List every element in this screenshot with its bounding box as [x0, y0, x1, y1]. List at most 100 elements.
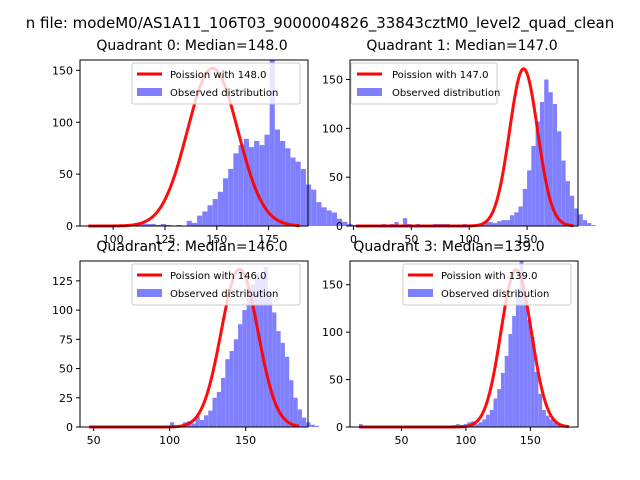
legend-observed-label: Observed distribution — [392, 88, 500, 99]
histogram-bar — [197, 215, 203, 227]
histogram-bar — [557, 425, 561, 427]
histogram-bar — [548, 92, 553, 226]
quadrant-1-panel: Quadrant 1: Median=147.0 0 50 100 150 0 50 100… — [322, 38, 596, 246]
histogram-bar — [186, 220, 192, 226]
histogram-bar — [221, 377, 226, 427]
quadrant-2-legend: Poission with 146.0 Observed distributio… — [131, 263, 301, 306]
histogram-bar — [155, 224, 161, 226]
legend-observed-swatch — [357, 88, 382, 96]
legend-frame — [131, 263, 301, 306]
histogram-bar — [243, 138, 249, 226]
histogram-bar — [311, 189, 317, 226]
y-tick-label: 50 — [329, 171, 343, 184]
histogram-bar — [522, 188, 528, 226]
histogram-bar — [216, 391, 222, 427]
histogram-bar — [544, 79, 549, 226]
x-tick-label: 150 — [206, 233, 227, 246]
x-tick-label: 150 — [520, 434, 541, 447]
histogram-bar — [223, 178, 229, 226]
histogram-bar — [207, 205, 213, 226]
histogram-bar — [486, 414, 490, 427]
histogram-bar — [501, 220, 506, 226]
histogram-bar — [212, 199, 218, 226]
histogram-bar — [274, 129, 281, 226]
histogram-bar — [280, 140, 286, 226]
histogram-bar — [530, 336, 535, 427]
histogram-bar — [509, 215, 515, 226]
histogram-bar — [238, 324, 243, 427]
y-tick-label: 50 — [329, 374, 343, 387]
quadrant-3-title: Quadrant 3: Median=139.0 — [353, 239, 544, 255]
histogram-bar — [474, 424, 479, 427]
x-tick-label: 100 — [159, 434, 180, 447]
histogram-bar — [280, 342, 285, 427]
y-tick-label: 0 — [66, 421, 73, 434]
y-tick-label: 150 — [52, 64, 73, 77]
histogram-bar — [508, 334, 513, 427]
histogram-bar — [582, 220, 588, 226]
histogram-bar — [535, 121, 540, 226]
histogram-bar — [246, 298, 251, 427]
histogram-bar — [305, 184, 312, 226]
histogram-bar — [337, 218, 343, 226]
legend-frame — [131, 62, 301, 105]
quadrant-2-plot-area: 50 100 150 0 25 50 75 100 125 — [52, 260, 319, 447]
x-tick-label: 50 — [87, 434, 101, 447]
y-tick-label: 50 — [59, 363, 73, 376]
histogram-bar — [523, 294, 528, 427]
legend-observed-label: Observed distribution — [441, 289, 549, 300]
histogram-bar — [331, 212, 338, 226]
histogram-bar — [514, 212, 519, 226]
histogram-bar — [545, 415, 550, 427]
histogram-bar — [488, 222, 493, 226]
y-tick-label: 100 — [322, 326, 343, 339]
histogram-bar — [557, 131, 562, 226]
histogram-bar — [229, 351, 234, 427]
histogram-bar — [191, 423, 196, 427]
legend-observed-swatch — [137, 289, 162, 297]
histogram-bar — [284, 356, 290, 427]
histogram-bar — [297, 409, 302, 427]
histogram-bar — [204, 415, 209, 427]
histogram-bar — [552, 103, 558, 226]
histogram-bar — [285, 148, 291, 226]
histogram-bar — [208, 410, 213, 427]
histogram-bar — [561, 160, 566, 226]
histogram-bar — [518, 206, 523, 226]
histogram-bar — [505, 220, 510, 226]
histogram-bar — [191, 222, 198, 226]
histogram-bar — [478, 422, 483, 427]
histogram-bar — [248, 147, 255, 226]
histogram-bar — [176, 224, 182, 226]
histogram-bar — [527, 170, 532, 226]
x-tick-label: 100 — [459, 233, 480, 246]
histogram-bar — [145, 223, 151, 226]
x-tick-label: 50 — [404, 233, 418, 246]
y-tick-label: 100 — [52, 304, 73, 317]
quadrant-1-legend: Poission with 147.0 Observed distributio… — [350, 62, 500, 105]
y-tick-label: 75 — [59, 333, 73, 346]
legend-frame — [350, 62, 498, 105]
legend-poisson-label: Poission with 139.0 — [441, 271, 537, 282]
histogram-bars — [359, 261, 565, 427]
quadrant-2-panel: Quadrant 2: Median=146.0 50 100 150 0 25 50 75… — [52, 239, 319, 447]
histogram-bar — [497, 389, 501, 427]
histogram-bar — [549, 419, 554, 427]
x-tick-label: 150 — [235, 434, 256, 447]
legend-poisson-label: Poission with 147.0 — [392, 70, 488, 81]
histogram-bar — [160, 223, 167, 226]
quadrant-3-plot-area: 50 100 150 0 50 100 150 — [322, 260, 579, 447]
histogram-bar — [489, 409, 494, 427]
histogram-bar — [269, 60, 275, 226]
legend-observed-label: Observed distribution — [170, 88, 278, 99]
y-tick-label: 150 — [322, 74, 343, 87]
y-tick-label: 0 — [336, 220, 343, 233]
histogram-bar — [255, 272, 260, 427]
histogram-bar — [254, 140, 260, 226]
histogram-bar — [202, 211, 208, 226]
histogram-bar — [578, 214, 583, 226]
histogram-bar — [264, 134, 270, 226]
histogram-bar — [225, 359, 230, 427]
x-tick-label: 0 — [350, 233, 357, 246]
